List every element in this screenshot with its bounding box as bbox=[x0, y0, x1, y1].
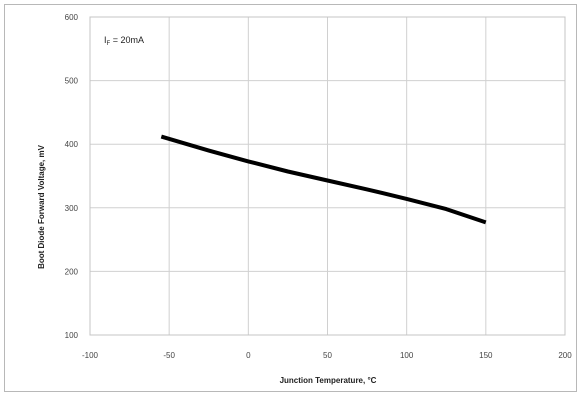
x-tick-label: 0 bbox=[246, 351, 251, 360]
y-tick-label: 600 bbox=[65, 13, 79, 22]
y-tick-label: 100 bbox=[65, 331, 79, 340]
chart-frame bbox=[4, 4, 577, 392]
y-axis-title: Boot Diode Forward Voltage, mV bbox=[37, 144, 46, 269]
x-tick-label: 200 bbox=[558, 351, 572, 360]
series-line-0 bbox=[160, 134, 487, 225]
x-tick-label: -100 bbox=[82, 351, 99, 360]
y-tick-label: 500 bbox=[65, 77, 79, 86]
y-tick-label: 400 bbox=[65, 140, 79, 149]
x-tick-label: 100 bbox=[400, 351, 414, 360]
annotation: IF = 20mA bbox=[104, 35, 144, 47]
y-tick-label: 200 bbox=[65, 267, 79, 276]
x-tick-label: -50 bbox=[163, 351, 175, 360]
x-tick-label: 50 bbox=[323, 351, 332, 360]
y-tick-label: 300 bbox=[65, 204, 79, 213]
x-tick-label: 150 bbox=[479, 351, 493, 360]
plot-area bbox=[89, 16, 566, 336]
x-axis-title: Junction Temperature, °C bbox=[280, 376, 377, 385]
